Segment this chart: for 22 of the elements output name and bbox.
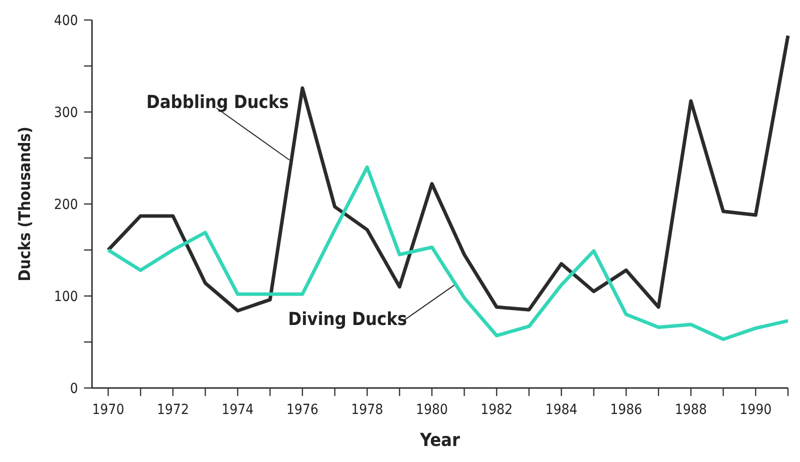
line-series	[106, 165, 790, 341]
x-tick-label: 1974	[222, 402, 254, 418]
x-tick-label: 1984	[545, 402, 578, 418]
y-tick-label: 100	[54, 289, 78, 305]
x-tick-label: 1970	[92, 402, 124, 418]
x-tick-label: 1972	[156, 402, 189, 418]
y-tick-label: 200	[54, 197, 78, 213]
x-tick-label: 1986	[610, 402, 642, 418]
series-label: Dabbling Ducks	[146, 92, 289, 114]
y-tick-label: 400	[54, 13, 78, 29]
x-tick-label: 1976	[286, 402, 318, 418]
y-tick-label: 0	[70, 381, 78, 397]
line-series	[106, 34, 790, 312]
x-tick-label: 1990	[740, 402, 772, 418]
y-tick-label: 300	[54, 105, 78, 121]
x-tick-label: 1988	[674, 402, 707, 418]
x-axis-title: Year	[419, 430, 460, 451]
series-label: Diving Ducks	[288, 309, 408, 330]
y-axis-title: Ducks (Thousands)	[15, 126, 34, 282]
x-tick-label: 1982	[480, 402, 513, 418]
x-tick-label: 1978	[351, 402, 384, 418]
x-tick-label: 1980	[416, 402, 448, 418]
